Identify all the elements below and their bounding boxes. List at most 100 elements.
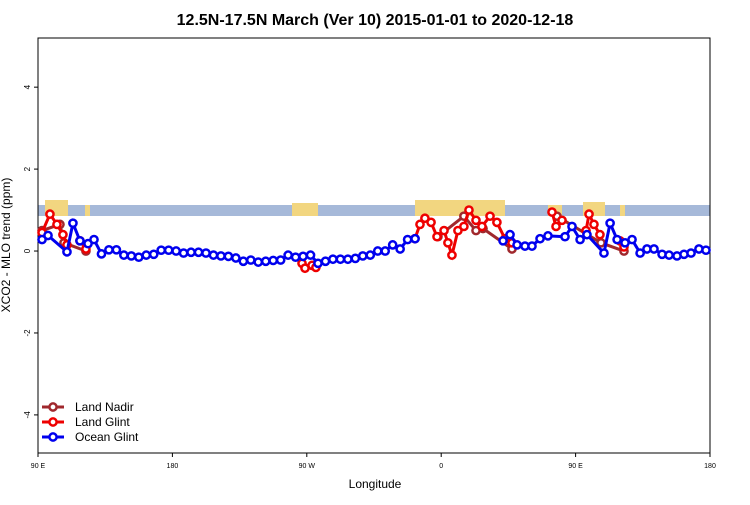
point [298,251,308,262]
point [543,231,553,241]
legend-label: Land Glint [75,415,130,429]
point [89,234,99,245]
point [305,250,316,260]
legend-marker [48,402,58,412]
point [75,235,85,246]
point [45,209,55,220]
point [52,219,62,230]
point [505,229,515,240]
point [443,237,453,248]
point [96,249,107,259]
x-tick-label: 0 [439,463,443,470]
point [372,246,383,256]
point [664,250,674,260]
point [395,244,405,254]
point [119,250,129,260]
point [62,246,72,257]
point [58,229,68,240]
point [589,219,599,230]
chart-title: 12.5N-17.5N March (Ver 10) 2015-01-01 to… [177,12,574,29]
point [686,248,696,258]
legend-label: Land Nadir [75,400,134,414]
point [464,205,474,215]
point [599,248,609,258]
point [186,247,196,258]
x-tick-label: 180 [167,463,179,470]
point [551,221,561,232]
legend-marker [48,417,58,427]
point [238,256,249,267]
y-tick-label: -4 [23,411,32,419]
point [512,240,522,250]
point [365,250,376,260]
point [253,257,264,267]
y-tick-label: 2 [23,166,32,171]
point [163,245,174,256]
point [275,255,286,265]
point [612,234,622,245]
y-tick-label: 0 [23,248,32,253]
point [156,245,167,256]
point [193,247,204,258]
map-strip [38,200,710,216]
point [68,218,78,229]
point [43,230,53,241]
point [283,250,293,260]
point [459,221,469,232]
point [313,258,323,269]
point [328,254,338,265]
point [557,215,567,226]
legend-marker [48,432,58,442]
point [178,248,189,258]
point [268,255,279,266]
y-tick-label: -2 [23,329,32,337]
point [201,248,211,258]
point [410,233,420,244]
point [485,211,495,222]
point [439,225,449,236]
x-tick-label: 90 E [568,463,583,470]
y-axis-title: XCO2 - MLO trend (ppm) [0,178,13,313]
point [402,234,413,245]
point [350,253,361,264]
point [260,256,271,267]
point [477,221,487,232]
point [335,254,346,265]
x-tick-label: 90 E [31,463,46,470]
point [320,256,331,267]
point [492,217,502,228]
point [575,234,585,245]
point [104,244,114,255]
point [208,250,219,260]
point [701,245,711,256]
point [595,229,605,240]
point [535,233,545,244]
point [126,251,137,261]
point [560,231,570,242]
point [547,207,557,217]
point [649,244,659,254]
legend-label: Ocean Glint [75,430,139,444]
point [498,235,508,246]
point [343,254,353,265]
x-tick-label: 90 W [299,463,316,470]
point [447,250,457,260]
point [527,241,537,251]
point [567,221,577,232]
point [584,209,594,220]
x-tick-label: 180 [704,463,716,470]
point [141,250,152,260]
point [426,217,436,228]
point [357,251,368,261]
point [171,246,181,256]
point [432,231,442,242]
point [133,252,144,263]
point [380,246,391,256]
point [245,255,256,265]
point [290,252,301,263]
point [223,251,234,262]
x-axis-title: Longitude [349,477,402,491]
point [148,249,159,260]
point [582,229,592,240]
point [635,248,645,258]
